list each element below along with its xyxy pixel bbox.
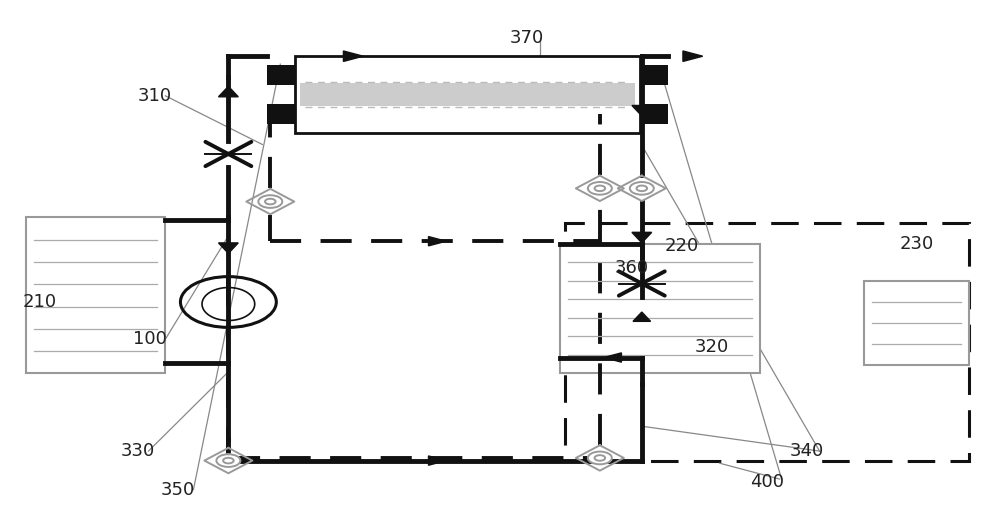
Text: 310: 310 [138,87,172,105]
Bar [640,65,668,85]
Text: 230: 230 [899,235,934,253]
Text: 210: 210 [23,293,57,311]
Bar [26,217,165,373]
Bar [640,104,668,123]
Bar [300,83,635,105]
Text: 100: 100 [133,330,166,348]
Polygon shape [633,312,651,321]
Text: 330: 330 [121,442,155,460]
Bar [864,281,969,366]
Text: 220: 220 [665,237,699,255]
Bar [295,56,640,133]
Bar [267,65,295,85]
Polygon shape [632,105,652,116]
Circle shape [630,182,654,195]
Text: 360: 360 [615,259,649,277]
Text: 340: 340 [790,442,824,460]
Text: 350: 350 [160,481,195,499]
Polygon shape [683,51,703,61]
Polygon shape [632,232,652,243]
Bar [565,223,969,461]
Text: 370: 370 [510,29,544,47]
Polygon shape [428,236,446,246]
Bar [267,104,295,123]
Text: 320: 320 [695,338,729,356]
Polygon shape [428,456,446,465]
Bar [560,244,760,373]
Circle shape [588,452,612,464]
Circle shape [216,454,240,467]
Polygon shape [218,86,238,97]
Polygon shape [604,353,621,362]
Polygon shape [343,51,363,61]
Circle shape [588,182,612,195]
Polygon shape [218,243,238,253]
Text: 400: 400 [750,473,784,491]
Circle shape [258,195,282,208]
